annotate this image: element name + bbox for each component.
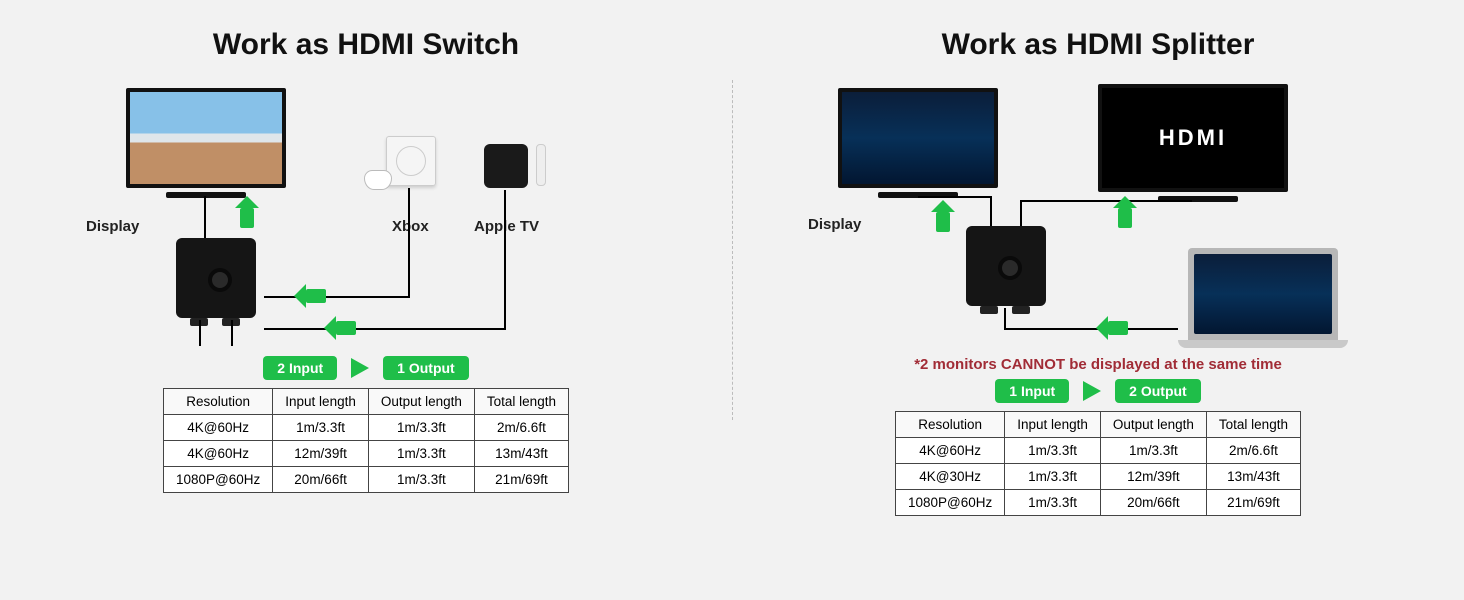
badge-row-splitter: 1 Input 2 Output: [768, 379, 1428, 403]
arrow-up-icon: [936, 212, 950, 232]
table-header-cell: Output length: [1100, 412, 1206, 438]
hdmi-tv: HDMI: [1098, 84, 1288, 192]
table-switch: ResolutionInput lengthOutput lengthTotal…: [163, 388, 569, 493]
table-cell: 4K@60Hz: [896, 438, 1005, 464]
table-cell: 1m/3.3ft: [1005, 464, 1101, 490]
table-cell: 4K@60Hz: [164, 415, 273, 441]
table-cell: 1m/3.3ft: [368, 441, 474, 467]
tv-stand: [166, 192, 246, 198]
cable: [990, 196, 992, 226]
arrow-right-icon: [1083, 381, 1101, 401]
badge-output: 2 Output: [1115, 379, 1201, 403]
table-cell: 12m/39ft: [273, 441, 369, 467]
display-tv: [126, 88, 286, 188]
page: Work as HDMI Switch Display Xbox Apple T…: [0, 0, 1464, 600]
appletv-remote-icon: [536, 144, 546, 186]
cable: [504, 190, 506, 330]
table-cell: 4K@60Hz: [164, 441, 273, 467]
badge-row-switch: 2 Input 1 Output: [36, 356, 696, 380]
switch-device: [176, 238, 256, 318]
diagram-switch: Display Xbox Apple TV: [86, 88, 646, 348]
table-cell: 20m/66ft: [1100, 490, 1206, 516]
badge-input: 2 Input: [263, 356, 337, 380]
table-cell: 13m/43ft: [1206, 464, 1300, 490]
cable: [1020, 200, 1192, 202]
label-appletv: Apple TV: [474, 218, 539, 235]
table-cell: 13m/43ft: [474, 441, 568, 467]
table-cell: 1m/3.3ft: [273, 415, 369, 441]
xbox-icon: [386, 136, 436, 186]
table-header-cell: Output length: [368, 389, 474, 415]
table-header-row: ResolutionInput lengthOutput lengthTotal…: [896, 412, 1301, 438]
table-row: 4K@60Hz1m/3.3ft1m/3.3ft2m/6.6ft: [164, 415, 569, 441]
cable: [231, 320, 233, 346]
table-header-cell: Input length: [273, 389, 369, 415]
laptop-base: [1178, 340, 1348, 348]
table-row: 1080P@60Hz20m/66ft1m/3.3ft21m/69ft: [164, 467, 569, 493]
table-cell: 2m/6.6ft: [474, 415, 568, 441]
label-display: Display: [808, 216, 861, 233]
cable: [204, 196, 206, 238]
cable: [1020, 200, 1022, 226]
cable: [264, 328, 506, 330]
appletv-icon: [484, 144, 528, 188]
label-display: Display: [86, 218, 139, 235]
table-header-cell: Total length: [474, 389, 568, 415]
table-cell: 1m/3.3ft: [368, 467, 474, 493]
title-switch: Work as HDMI Switch: [36, 28, 696, 62]
cable: [918, 196, 992, 198]
table-header-cell: Input length: [1005, 412, 1101, 438]
hdmi-logo: HDMI: [1159, 125, 1227, 151]
table-cell: 1m/3.3ft: [1100, 438, 1206, 464]
table-cell: 12m/39ft: [1100, 464, 1206, 490]
panel-splitter: Work as HDMI Splitter HDMI Display: [732, 0, 1464, 600]
diagram-splitter: HDMI Display: [808, 88, 1388, 348]
panel-switch: Work as HDMI Switch Display Xbox Apple T…: [0, 0, 732, 600]
table-cell: 1m/3.3ft: [368, 415, 474, 441]
badge-input: 1 Input: [995, 379, 1069, 403]
label-xbox: Xbox: [392, 218, 429, 235]
table-row: 4K@30Hz1m/3.3ft12m/39ft13m/43ft: [896, 464, 1301, 490]
badge-output: 1 Output: [383, 356, 469, 380]
arrow-up-icon: [240, 208, 254, 228]
cable: [264, 296, 410, 298]
title-splitter: Work as HDMI Splitter: [768, 28, 1428, 62]
table-header-row: ResolutionInput lengthOutput lengthTotal…: [164, 389, 569, 415]
arrow-up-icon: [1118, 208, 1132, 228]
table-header-cell: Resolution: [896, 412, 1005, 438]
table-cell: 20m/66ft: [273, 467, 369, 493]
table-cell: 4K@30Hz: [896, 464, 1005, 490]
table-header-cell: Resolution: [164, 389, 273, 415]
table-cell: 1080P@60Hz: [896, 490, 1005, 516]
table-cell: 1m/3.3ft: [1005, 438, 1101, 464]
splitter-device: [966, 226, 1046, 306]
table-cell: 1m/3.3ft: [1005, 490, 1101, 516]
arrow-left-icon: [1108, 321, 1128, 335]
cable: [199, 320, 201, 346]
laptop-icon: [1188, 248, 1338, 340]
table-cell: 2m/6.6ft: [1206, 438, 1300, 464]
table-row: 4K@60Hz1m/3.3ft1m/3.3ft2m/6.6ft: [896, 438, 1301, 464]
cable: [1004, 328, 1178, 330]
table-row: 1080P@60Hz1m/3.3ft20m/66ft21m/69ft: [896, 490, 1301, 516]
warning-text: *2 monitors CANNOT be displayed at the s…: [768, 356, 1428, 373]
table-header-cell: Total length: [1206, 412, 1300, 438]
arrow-left-icon: [336, 321, 356, 335]
display-tv: [838, 88, 998, 188]
arrow-right-icon: [351, 358, 369, 378]
table-splitter: ResolutionInput lengthOutput lengthTotal…: [895, 411, 1301, 516]
table-cell: 21m/69ft: [474, 467, 568, 493]
table-cell: 21m/69ft: [1206, 490, 1300, 516]
table-row: 4K@60Hz12m/39ft1m/3.3ft13m/43ft: [164, 441, 569, 467]
cable: [1004, 308, 1006, 330]
arrow-left-icon: [306, 289, 326, 303]
cable: [408, 188, 410, 298]
table-cell: 1080P@60Hz: [164, 467, 273, 493]
